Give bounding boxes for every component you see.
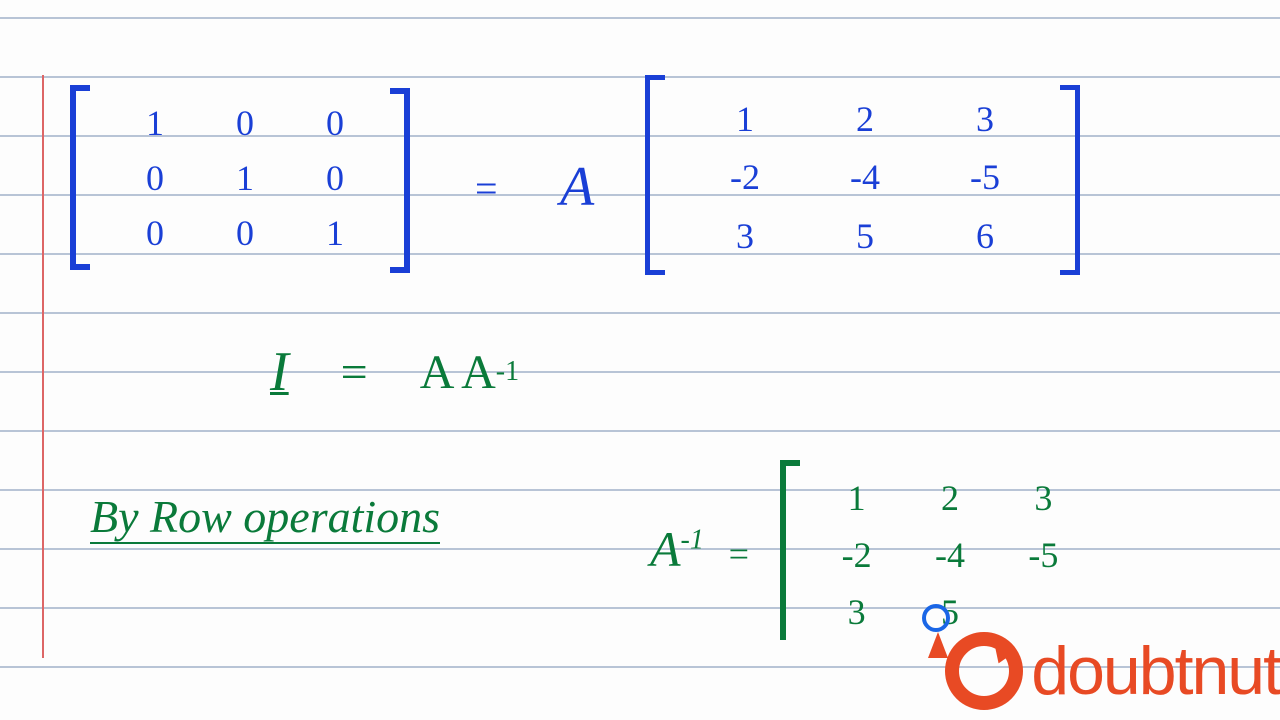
cell: 3 <box>976 98 994 140</box>
cell: 1 <box>236 157 254 199</box>
exponent: -1 <box>496 356 519 388</box>
cell: 1 <box>848 477 866 519</box>
cell: 0 <box>236 102 254 144</box>
cell: -2 <box>842 534 872 576</box>
cell: -2 <box>730 156 760 198</box>
cursor-ring-icon <box>922 604 950 632</box>
caption-row-ops: By Row operations <box>90 490 440 543</box>
cell: 3 <box>848 591 866 633</box>
cell: 1 <box>736 98 754 140</box>
a-inverse-label: A-1 = <box>650 520 751 578</box>
cell: -4 <box>850 156 880 198</box>
I-symbol: I <box>270 340 289 404</box>
bracket-left-icon <box>645 75 665 275</box>
top-equation: 1 0 0 0 1 0 0 0 1 = A 1 2 3 -2 -4 -5 3 5… <box>60 80 1250 290</box>
bracket-right-icon <box>1060 85 1080 275</box>
rhs-matrix: 1 2 3 -2 -4 -5 3 5 6 <box>645 75 1085 280</box>
cell: -5 <box>1028 534 1058 576</box>
AA-text: A A <box>420 345 496 400</box>
cell: 0 <box>326 157 344 199</box>
equals-sign: = <box>475 165 498 212</box>
bracket-left-icon <box>70 85 90 270</box>
brand-logo: doubtnut <box>945 632 1280 710</box>
caption-text: By Row operations <box>90 491 440 544</box>
cell: -4 <box>935 534 965 576</box>
equals-sign: = <box>341 345 368 400</box>
identity-matrix: 1 0 0 0 1 0 0 0 1 <box>70 80 410 270</box>
cell: 0 <box>236 212 254 254</box>
bracket-left-icon <box>780 460 800 640</box>
equals-sign: = <box>726 534 750 574</box>
A-symbol: A <box>650 521 681 577</box>
identity-grid: 1 0 0 0 1 0 0 0 1 <box>110 95 380 260</box>
bracket-right-icon <box>390 88 410 273</box>
A-symbol: A <box>560 155 594 219</box>
cell: 2 <box>856 98 874 140</box>
cell: 6 <box>976 215 994 257</box>
rhs-grid: 1 2 3 -2 -4 -5 3 5 6 <box>685 90 1045 265</box>
cell: 0 <box>146 212 164 254</box>
cell: 1 <box>146 102 164 144</box>
brand-text: doubtnut <box>1031 632 1280 710</box>
ainv-grid: 1 2 3 -2 -4 -5 3 5 <box>810 470 1090 640</box>
cell: 3 <box>736 215 754 257</box>
logo-mark-icon <box>945 632 1023 710</box>
cell: 5 <box>856 215 874 257</box>
cell: 2 <box>941 477 959 519</box>
exponent: -1 <box>681 524 704 555</box>
cell: 0 <box>326 102 344 144</box>
cell: 3 <box>1034 477 1052 519</box>
cell: 0 <box>146 157 164 199</box>
margin-line <box>42 75 44 658</box>
cell: -5 <box>970 156 1000 198</box>
identity-equation: I = A A-1 <box>270 340 519 404</box>
cell: 1 <box>326 212 344 254</box>
